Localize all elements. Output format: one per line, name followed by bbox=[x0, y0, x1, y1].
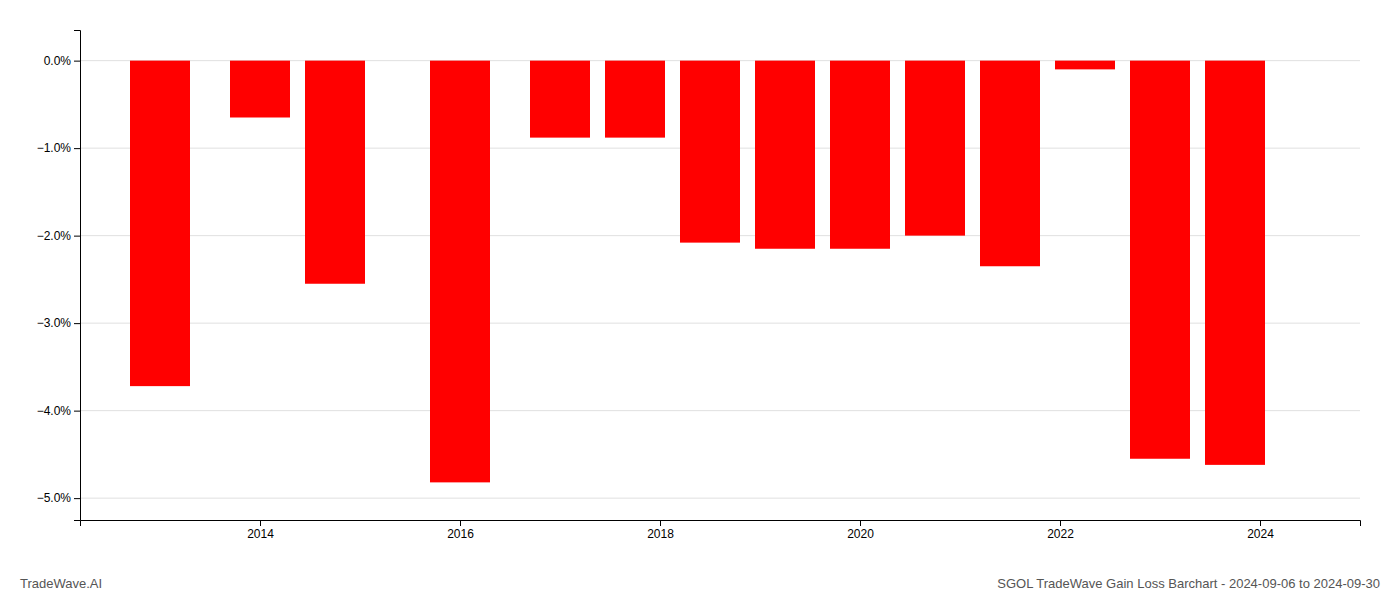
x-tick-label: 2024 bbox=[1247, 527, 1274, 541]
x-tick: 2014 bbox=[247, 520, 274, 541]
y-tick-mark bbox=[74, 61, 80, 62]
x-tick-label: 2014 bbox=[247, 527, 274, 541]
bar bbox=[130, 61, 190, 387]
bar bbox=[905, 61, 965, 236]
y-tick-mark bbox=[74, 323, 80, 324]
footer-text: TradeWave.AI bbox=[20, 576, 102, 591]
y-tick-mark bbox=[74, 148, 80, 149]
x-tick: 2020 bbox=[847, 520, 874, 541]
y-tick-label: −5.0% bbox=[37, 491, 72, 505]
x-tick: 2018 bbox=[647, 520, 674, 541]
y-axis: 0.0% −1.0% −2.0% −3.0% −4.0% −5.0% bbox=[37, 31, 81, 521]
bar bbox=[1205, 61, 1265, 465]
chart-svg: 0.0%−1.0%−2.0%−3.0%−4.0%−5.0%20142016201… bbox=[0, 0, 1400, 600]
y-tick-mark bbox=[74, 411, 80, 412]
footer-text: SGOL TradeWave Gain Loss Barchart - 2024… bbox=[997, 576, 1380, 591]
x-tick: 2024 bbox=[1247, 520, 1274, 541]
grid-line bbox=[80, 498, 1360, 499]
x-tick-label: 2020 bbox=[847, 527, 874, 541]
y-tick: −1.0% bbox=[37, 141, 80, 155]
chart-container: 0.0%−1.0%−2.0%−3.0%−4.0%−5.0%20142016201… bbox=[0, 0, 1400, 600]
x-tick-label: 2022 bbox=[1047, 527, 1074, 541]
y-tick: −5.0% bbox=[37, 491, 80, 505]
x-tick: 2016 bbox=[447, 520, 474, 541]
plot-area: 0.0%−1.0%−2.0%−3.0%−4.0%−5.0%20142016201… bbox=[37, 31, 1361, 541]
bar bbox=[1055, 61, 1115, 70]
y-tick-label: −4.0% bbox=[37, 404, 72, 418]
x-tick-mark bbox=[660, 520, 661, 526]
bar bbox=[305, 61, 365, 284]
bar bbox=[430, 61, 490, 483]
x-tick-mark bbox=[260, 520, 261, 526]
x-tick-label: 2018 bbox=[647, 527, 674, 541]
y-axis-line bbox=[74, 31, 81, 521]
y-tick-label: 0.0% bbox=[44, 54, 72, 68]
y-tick-mark bbox=[74, 498, 80, 499]
x-axis-line bbox=[81, 521, 1361, 527]
bar bbox=[1130, 61, 1190, 459]
bar bbox=[605, 61, 665, 138]
x-tick-mark bbox=[860, 520, 861, 526]
y-tick: −4.0% bbox=[37, 404, 80, 418]
y-tick: −2.0% bbox=[37, 229, 80, 243]
bar bbox=[230, 61, 290, 118]
y-tick: −3.0% bbox=[37, 316, 80, 330]
x-tick-mark bbox=[460, 520, 461, 526]
y-tick-label: −3.0% bbox=[37, 316, 72, 330]
x-axis: 2014 2016 2018 2020 2022 2024 bbox=[81, 520, 1361, 541]
y-tick: 0.0% bbox=[44, 54, 80, 68]
y-tick-label: −1.0% bbox=[37, 141, 72, 155]
x-tick-label: 2016 bbox=[447, 527, 474, 541]
bar bbox=[680, 61, 740, 243]
bars bbox=[130, 61, 1265, 483]
y-tick-label: −2.0% bbox=[37, 229, 72, 243]
x-tick-mark bbox=[1260, 520, 1261, 526]
bar bbox=[530, 61, 590, 138]
bar bbox=[755, 61, 815, 249]
x-tick-mark bbox=[1060, 520, 1061, 526]
grid bbox=[80, 61, 1360, 499]
x-tick: 2022 bbox=[1047, 520, 1074, 541]
bar bbox=[980, 61, 1040, 267]
y-tick-mark bbox=[74, 236, 80, 237]
bar bbox=[830, 61, 890, 249]
